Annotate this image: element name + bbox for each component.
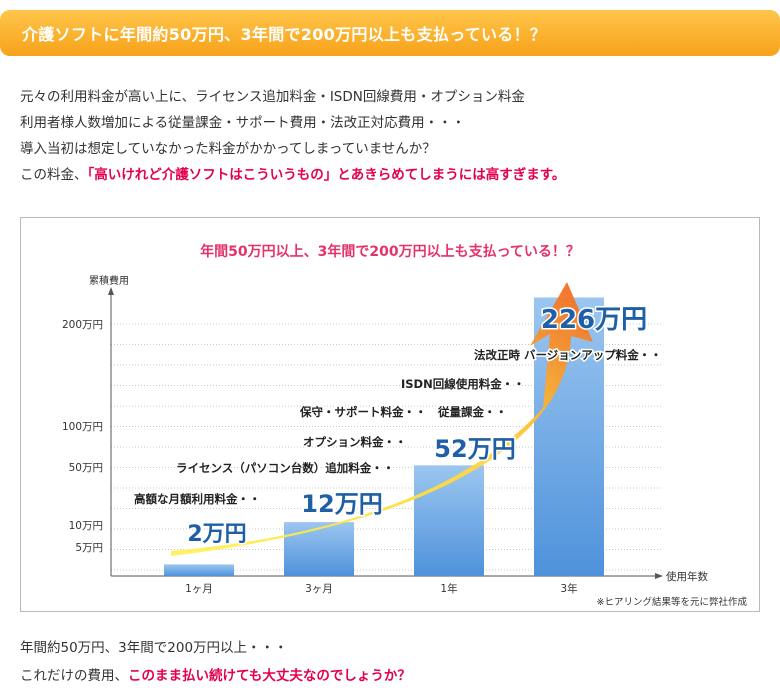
y-tick-label: 5万円 bbox=[75, 542, 103, 554]
x-tick-label: 3年 bbox=[560, 582, 577, 595]
footer-highlight: このまま払い続けても大丈夫なのでしょうか？ bbox=[128, 668, 411, 684]
bar bbox=[164, 564, 234, 576]
intro-prefix: この料金、 bbox=[20, 167, 88, 183]
footer-text: 年間約50万円、3年間で200万円以上・・・ これだけの費用、このまま払い続けて… bbox=[20, 634, 760, 690]
cost-annotation: ISDN回線使用料金・・ bbox=[401, 377, 525, 391]
intro-line: 利用者様人数増加による従量課金・サポート費用・法改正対応費用・・・ bbox=[20, 115, 466, 131]
cost-annotation: オプション料金・・ bbox=[303, 435, 407, 449]
y-tick-label: 50万円 bbox=[69, 462, 103, 474]
value-label: 52万円 bbox=[434, 435, 515, 463]
y-axis-label: 累積費用 bbox=[89, 274, 129, 287]
y-tick-label: 10万円 bbox=[69, 520, 103, 532]
bar bbox=[284, 522, 354, 576]
x-axis-label: 使用年数 bbox=[666, 570, 708, 583]
x-tick-label: 3ヶ月 bbox=[305, 583, 333, 595]
intro-highlight: 「高いけれど介護ソフトはこういうもの」とあきらめてしまうには高すぎます。 bbox=[87, 167, 566, 183]
banner-title: 介護ソフトに年間約50万円、3年間で200万円以上も支払っている！？ bbox=[22, 25, 547, 44]
cost-annotation: 保守・サポート料金・・ 従量課金・・ bbox=[299, 405, 507, 419]
y-tick-label: 200万円 bbox=[62, 319, 103, 331]
intro-line: この料金、「高いけれど介護ソフトはこういうもの」とあきらめてしまうには高すぎます… bbox=[20, 162, 760, 188]
footer-prefix: これだけの費用、 bbox=[20, 668, 128, 684]
value-label: 226万円 bbox=[541, 305, 647, 335]
cost-annotation: 高額な月額利用料金・・ bbox=[134, 492, 261, 506]
footer-line: これだけの費用、このまま払い続けても大丈夫なのでしょうか？ bbox=[20, 662, 760, 690]
intro-text: 元々の利用料金が高い上に、ライセンス追加料金・ISDN回線費用・オプション料金 … bbox=[20, 84, 760, 188]
title-banner: 介護ソフトに年間約50万円、3年間で200万円以上も支払っている！？ bbox=[0, 10, 780, 56]
y-tick-label: 100万円 bbox=[62, 421, 103, 433]
chart-title: 年間50万円以上、3年間で200万円以上も支払っている！？ bbox=[200, 243, 580, 260]
x-tick-label: 1ヶ月 bbox=[185, 583, 213, 595]
value-label: 2万円 bbox=[187, 522, 246, 547]
intro-line: 元々の利用料金が高い上に、ライセンス追加料金・ISDN回線費用・オプション料金 bbox=[20, 89, 525, 105]
x-axis-arrow bbox=[655, 573, 663, 579]
chart-frame: 年間50万円以上、3年間で200万円以上も支払っている！？ 累積費用使用年数 5万円… bbox=[20, 217, 760, 612]
cost-annotation: ライセンス（パソコン台数）追加料金・・ bbox=[176, 461, 394, 475]
y-axis-arrow bbox=[108, 287, 114, 295]
footer-line: 年間約50万円、3年間で200万円以上・・・ bbox=[20, 640, 288, 656]
value-label: 12万円 bbox=[301, 490, 382, 518]
x-tick-label: 1年 bbox=[440, 582, 457, 595]
source-note: ※ヒアリング結果等を元に弊社作成 bbox=[597, 596, 748, 608]
intro-line: 導入当初は想定していなかった料金がかかってしまっていませんか？ bbox=[20, 141, 436, 157]
cost-annotation: 法改正時 バージョンアップ料金・・ bbox=[474, 348, 662, 362]
